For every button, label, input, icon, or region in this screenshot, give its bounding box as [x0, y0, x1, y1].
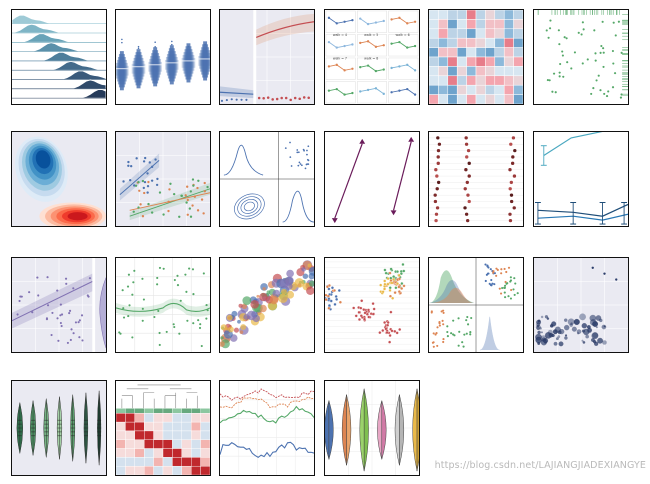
watermark: https://blog.csdn.net/LAJIANGJIADEXIANGY…	[434, 460, 646, 471]
thumbnail-image	[429, 132, 523, 226]
thumbnail-image	[220, 132, 314, 226]
thumbnail-image	[220, 381, 314, 475]
thumbnail-pair-kde[interactable]	[219, 131, 315, 227]
thumbnail-timeseries-lines[interactable]	[219, 380, 315, 476]
thumbnail-bubble-scatter[interactable]	[219, 257, 315, 353]
thumbnail-violin-green[interactable]	[11, 380, 107, 476]
thumbnail-image	[220, 258, 314, 352]
svg-text:walk = 8: walk = 8	[364, 56, 378, 60]
svg-text:walk = 5: walk = 5	[364, 33, 378, 37]
thumbnail-swarm-plot[interactable]	[324, 257, 420, 353]
thumbnail-image	[12, 381, 106, 475]
thumbnail-error-bars[interactable]	[533, 131, 629, 227]
thumbnail-image	[12, 258, 106, 352]
thumbnail-image	[534, 132, 628, 226]
thumbnail-image	[220, 10, 314, 104]
thumbnail-image	[116, 258, 210, 352]
thumbnail-facet-line-grid[interactable]: walk = 4 walk = 5 walk = 6 walk = 7 walk = 8	[324, 9, 420, 105]
svg-text:walk = 6: walk = 6	[396, 33, 410, 37]
thumbnail-image: walk = 4 walk = 5 walk = 6 walk = 7 walk = 8	[325, 10, 419, 104]
svg-text:walk = 4: walk = 4	[333, 33, 347, 37]
thumbnail-dot-plot[interactable]	[428, 131, 524, 227]
thumbnail-image	[116, 10, 210, 104]
thumbnail-image	[429, 10, 523, 104]
thumbnail-image	[325, 258, 419, 352]
thumbnail-pair-grid[interactable]	[428, 257, 524, 353]
thumbnail-image	[116, 132, 210, 226]
svg-text:walk = 7: walk = 7	[333, 56, 347, 60]
thumbnail-image	[534, 258, 628, 352]
thumbnail-image	[325, 132, 419, 226]
thumbnail-kde-density[interactable]	[11, 131, 107, 227]
thumbnail-image	[116, 381, 210, 475]
thumbnail-split-violin[interactable]	[324, 380, 420, 476]
thumbnail-image	[325, 381, 419, 475]
thumbnail-lowess-scatter[interactable]	[115, 257, 211, 353]
thumbnail-ridge-plot[interactable]	[11, 9, 107, 105]
thumbnail-regression-facets[interactable]	[115, 131, 211, 227]
thumbnail-image	[429, 258, 523, 352]
thumbnail-scatter-rug[interactable]	[533, 9, 629, 105]
thumbnail-joint-regression[interactable]	[11, 257, 107, 353]
thumbnail-cluster-map[interactable]	[115, 380, 211, 476]
thumbnail-scatter-size[interactable]	[533, 257, 629, 353]
thumbnail-boxen-plot[interactable]	[115, 9, 211, 105]
thumbnail-heatmap-mask[interactable]	[428, 9, 524, 105]
thumbnail-image	[12, 132, 106, 226]
thumbnail-logistic-regression[interactable]	[219, 9, 315, 105]
thumbnail-image	[12, 10, 106, 104]
thumbnail-image	[534, 10, 628, 104]
thumbnail-paired-points[interactable]	[324, 131, 420, 227]
